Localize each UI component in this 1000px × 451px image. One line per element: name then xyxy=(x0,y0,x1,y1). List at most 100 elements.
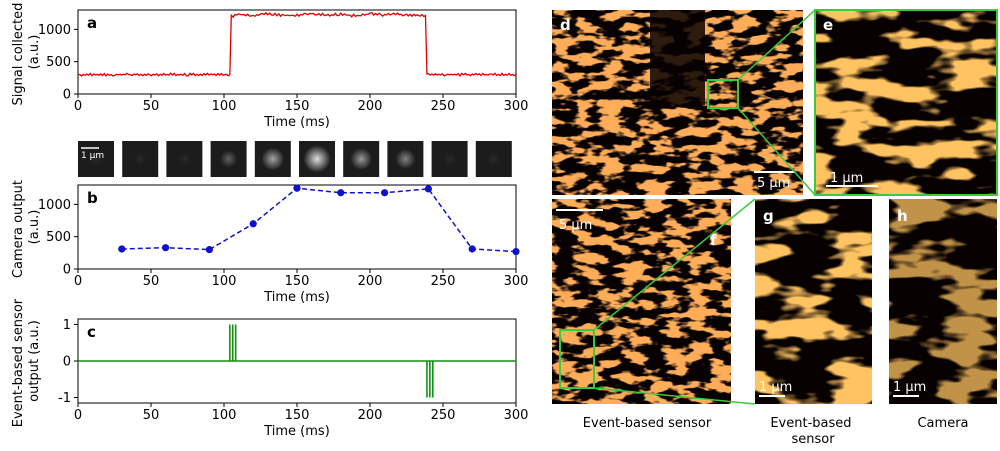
micrograph-d-scale-label: 5 μm xyxy=(757,176,790,191)
chart-b-y-axis-label-line2: (a.u.) xyxy=(27,210,42,245)
micrograph-e-filaments xyxy=(815,10,997,195)
camera-data-point xyxy=(424,185,432,193)
micrograph-g-caption-line1: Event-based xyxy=(770,416,851,431)
x-tick-label: 0 xyxy=(74,99,82,114)
y-tick-label: 500 xyxy=(46,55,71,70)
chart-a-plot-area: 0 50 100 150 200 250 300 0 500 1000 xyxy=(38,9,528,114)
micrograph-g-caption-line2: sensor xyxy=(791,432,835,447)
psf-spot-icon xyxy=(487,152,501,166)
camera-data-point xyxy=(205,246,213,254)
psf-spot-icon xyxy=(303,145,331,173)
x-tick-label: 100 xyxy=(212,274,237,289)
psf-spot-icon xyxy=(133,152,147,166)
camera-data-point xyxy=(249,220,257,228)
chart-b-y-axis-label-line1: Camera output xyxy=(11,180,26,278)
x-tick-label: 150 xyxy=(285,274,310,289)
camera-data-point xyxy=(337,189,345,197)
micrograph-e-border xyxy=(814,9,998,196)
psf-spot-icon xyxy=(219,150,238,168)
chart-c-plot-area: 0 50 100 150 200 250 300-101 xyxy=(58,318,528,423)
micrograph-f-scale-label: 5 μm xyxy=(559,218,592,233)
micrograph-h-filaments xyxy=(889,199,997,404)
camera-data-point xyxy=(512,247,520,256)
psf-spot-icon xyxy=(443,152,457,166)
zoom-connector-f-g-bottom xyxy=(593,387,756,405)
camera-data-point xyxy=(293,184,301,192)
panel-label-b: b xyxy=(87,189,98,207)
x-tick-label: 300 xyxy=(504,408,529,423)
x-tick-label: 250 xyxy=(431,99,456,114)
chart-b-y-axis-label: Camera output (a.u.) xyxy=(11,176,42,278)
zoom-connector-d-e-top xyxy=(737,9,816,81)
chart-b-x-axis-label: Time (ms) xyxy=(263,290,330,305)
micrograph-f-label: f xyxy=(710,231,717,249)
chart-a-y-axis-label-line2: (a.u.) xyxy=(27,35,42,70)
psf-spot-icon xyxy=(395,148,416,170)
chart-c-x-axis-label: Time (ms) xyxy=(263,424,330,439)
chart-b: 0 50 100 150 200 250 300 0 500 1000 b Time (ms) C… xyxy=(11,176,529,305)
camera-data-point xyxy=(162,244,170,252)
psf-spot-icon xyxy=(350,148,373,170)
micrograph-d-label: d xyxy=(560,16,571,34)
signal-series-line xyxy=(77,11,517,78)
x-tick-label: 300 xyxy=(504,274,529,289)
x-tick-label: 100 xyxy=(212,99,237,114)
chart-c: 0 50 100 150 200 250 300-101 c Time (ms) Event… xyxy=(11,295,528,439)
chart-c-y-axis-label: Event-based sensor output (a.u.) xyxy=(11,295,42,428)
zoom-connector-f-g-top xyxy=(593,198,756,331)
micrograph-h-label: h xyxy=(897,207,908,225)
panel-label-c: c xyxy=(87,323,96,341)
micrograph-e-label: e xyxy=(823,16,833,34)
x-tick-label: 150 xyxy=(285,99,310,114)
chart-a-y-axis-label-line1: Signal collected xyxy=(11,3,26,106)
chart-c-y-axis-label-line1: Event-based sensor xyxy=(11,298,26,427)
y-tick-label: 0 xyxy=(63,355,71,370)
y-tick-label: 500 xyxy=(46,230,71,245)
micrograph-g-caption: Event-based sensor xyxy=(770,416,855,447)
x-tick-label: 0 xyxy=(74,274,82,289)
x-tick-label: 250 xyxy=(431,408,456,423)
x-tick-label: 100 xyxy=(212,408,237,423)
chart-a: 0 50 100 150 200 250 300 0 500 1000 a Time (ms) S… xyxy=(11,0,528,130)
micrograph-g: g 1 μm Event-based sensor xyxy=(755,199,872,447)
micrograph-d: d 5 μm xyxy=(552,10,803,195)
micrograph-g-label: g xyxy=(763,207,774,225)
micrograph-f: f 5 μm Event-based sensor xyxy=(552,199,731,431)
zoom-connector-d-e-bottom xyxy=(737,107,816,196)
y-tick-label: 0 xyxy=(63,263,71,278)
psf-spot-icon xyxy=(261,147,285,171)
panel-label-a: a xyxy=(87,14,97,32)
camera-frame-scale-label: 1 μm xyxy=(81,151,104,161)
camera-data-point xyxy=(381,189,389,197)
x-tick-label: 50 xyxy=(143,99,160,114)
micrograph-d-dark-region xyxy=(650,10,705,105)
micrograph-d-zoom-box xyxy=(707,79,739,109)
x-tick-label: 50 xyxy=(143,274,160,289)
x-tick-label: 200 xyxy=(358,408,383,423)
chart-a-frame xyxy=(77,9,517,95)
y-tick-label: 1000 xyxy=(38,23,71,38)
camera-data-point xyxy=(118,245,126,253)
x-tick-label: 50 xyxy=(143,408,160,423)
micrograph-e: e 1 μm xyxy=(814,9,998,196)
micrograph-f-filaments xyxy=(552,199,731,404)
micrograph-e-scale-label: 1 μm xyxy=(830,171,863,186)
micrograph-h: h 1 μm Camera xyxy=(889,199,997,431)
y-tick-label: 0 xyxy=(63,88,71,103)
x-tick-label: 200 xyxy=(358,274,383,289)
psf-spot-icon xyxy=(89,152,103,166)
x-tick-label: 200 xyxy=(358,99,383,114)
micrograph-h-caption: Camera xyxy=(917,416,968,431)
y-tick-label: 1 xyxy=(63,318,71,333)
chart-a-y-axis-label: Signal collected (a.u.) xyxy=(11,0,42,106)
camera-frames-strip: 1 μm xyxy=(78,141,512,177)
micrograph-h-scale-label: 1 μm xyxy=(893,380,926,395)
camera-series-line xyxy=(121,187,517,253)
chart-a-x-axis-label: Time (ms) xyxy=(263,115,330,130)
y-tick-label: -1 xyxy=(58,391,71,406)
micrograph-f-zoom-box xyxy=(559,329,595,389)
chart-b-frame xyxy=(77,184,517,270)
micrograph-g-scale-label: 1 μm xyxy=(759,380,792,395)
x-tick-label: 250 xyxy=(431,274,456,289)
